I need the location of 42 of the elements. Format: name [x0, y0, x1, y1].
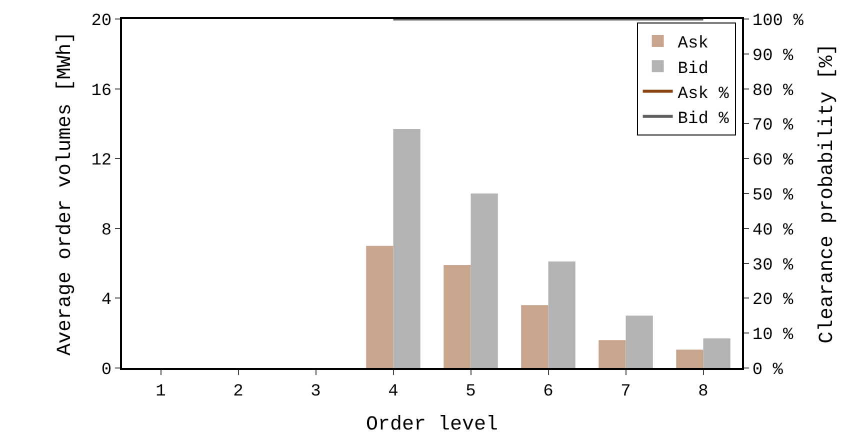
x-tick-label: 7 [620, 382, 631, 402]
y2-tick-label: 90 % [752, 46, 794, 66]
x-axis-title: Order level [366, 413, 498, 436]
y-tick-label: 8 [101, 221, 112, 240]
bar [548, 262, 576, 368]
bar [703, 338, 730, 368]
y2-tick-label: 40 % [752, 221, 794, 240]
y2-tick-label: 60 % [752, 152, 794, 171]
x-tick-label: 6 [543, 382, 554, 402]
bar [598, 340, 626, 368]
y2-tick-label: 70 % [752, 116, 794, 136]
y2-tick-label: 80 % [752, 82, 794, 101]
y-axis-title: Average order volumes [MWh] [54, 31, 78, 356]
x-tick-label: 3 [310, 382, 321, 402]
y2-axis-title: Clearance probability [%] [816, 43, 840, 344]
y-tick-label: 0 [101, 360, 112, 380]
bar [521, 305, 548, 368]
legend-label: Ask % [678, 84, 730, 104]
y2-tick-label: 30 % [752, 256, 794, 276]
bar [366, 246, 394, 368]
x-tick-label: 5 [466, 382, 476, 402]
bar [626, 316, 653, 368]
x-tick-label: 2 [233, 382, 244, 402]
bar [444, 265, 471, 368]
x-tick-label: 8 [698, 382, 708, 402]
y-tick-label: 16 [91, 82, 112, 101]
legend-label: Bid [678, 60, 708, 79]
y2-tick-label: 0 % [752, 360, 784, 380]
bar [393, 128, 420, 368]
bar [470, 194, 498, 368]
y2-tick-label: 50 % [752, 186, 794, 206]
x-tick-label: 4 [388, 382, 398, 402]
bar [676, 350, 704, 368]
y-tick-label: 4 [101, 291, 112, 310]
y-tick-label: 20 [91, 12, 112, 31]
legend-label: Ask [678, 34, 708, 54]
y2-tick-label: 10 % [752, 326, 794, 346]
y2-tick-label: 100 % [752, 12, 804, 31]
y-tick-label: 12 [91, 152, 112, 171]
x-tick-label: 1 [156, 382, 166, 402]
y2-tick-label: 20 % [752, 291, 794, 310]
legend-label: Bid % [678, 110, 730, 129]
